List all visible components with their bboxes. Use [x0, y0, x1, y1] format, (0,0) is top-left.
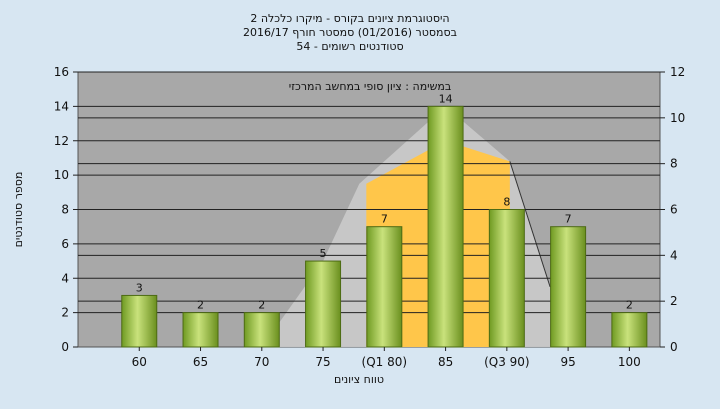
- x-tick-label: 75: [315, 355, 330, 369]
- y-tick-label: 4: [61, 271, 69, 285]
- x-tick-label: (Q1 80): [362, 355, 408, 369]
- bar: [550, 226, 587, 348]
- bar-value-label: 7: [565, 213, 572, 226]
- bar-value-label: 2: [258, 299, 265, 312]
- bar-value-label: 7: [381, 213, 388, 226]
- bar: [427, 105, 464, 348]
- bar-value-label: 8: [503, 196, 510, 209]
- y-tick-label: 16: [54, 65, 69, 79]
- bar: [121, 294, 158, 348]
- y-right-tick-label: 8: [670, 157, 678, 171]
- y-tick-label: 14: [54, 99, 69, 113]
- y-tick-label: 12: [54, 134, 69, 148]
- bar: [182, 312, 219, 348]
- x-axis-label: טווח ציונים: [334, 373, 384, 386]
- bar-value-label: 14: [439, 92, 453, 105]
- bar-value-label: 3: [136, 281, 143, 294]
- y-right-tick-label: 2: [670, 294, 678, 308]
- x-tick-label: 95: [560, 355, 575, 369]
- y-right-tick-label: 4: [670, 248, 678, 262]
- y-right-tick-label: 6: [670, 203, 678, 217]
- y-tick-label: 0: [61, 340, 69, 354]
- bar: [366, 226, 403, 348]
- y-axis-label: מספר סטודנטים: [12, 172, 25, 248]
- x-tick-label: 60: [132, 355, 147, 369]
- bar: [243, 312, 280, 348]
- bar: [611, 312, 648, 348]
- bar: [488, 209, 525, 348]
- bar-value-label: 5: [320, 247, 327, 260]
- x-tick-label: 100: [618, 355, 641, 369]
- x-tick-label: 70: [254, 355, 269, 369]
- y-right-tick-label: 12: [670, 65, 685, 79]
- bar: [305, 260, 342, 348]
- y-tick-label: 10: [54, 168, 69, 182]
- y-tick-label: 6: [61, 237, 69, 251]
- x-tick-label: (Q3 90): [484, 355, 530, 369]
- distribution-line: [509, 161, 551, 287]
- x-tick-label: 65: [193, 355, 208, 369]
- chart-title-line: היסטוגרמת ציונים בקורס - מיקרו כלכלה 2: [250, 12, 449, 25]
- bar-value-label: 2: [197, 299, 204, 312]
- y-right-tick-label: 0: [670, 340, 678, 354]
- y-tick-label: 8: [61, 203, 69, 217]
- x-tick-label: 85: [438, 355, 453, 369]
- chart-subtitle: במשימה : ציון סופי במחשב המרכזי: [289, 80, 452, 93]
- y-tick-label: 2: [61, 306, 69, 320]
- chart-title-line: בסמסטר (01/2016) סמסטר חורף 2016/17: [243, 26, 457, 39]
- y-right-tick-label: 10: [670, 111, 685, 125]
- chart-title-line: סטודנטים רשומים - 54: [296, 40, 403, 53]
- bar-value-label: 2: [626, 299, 633, 312]
